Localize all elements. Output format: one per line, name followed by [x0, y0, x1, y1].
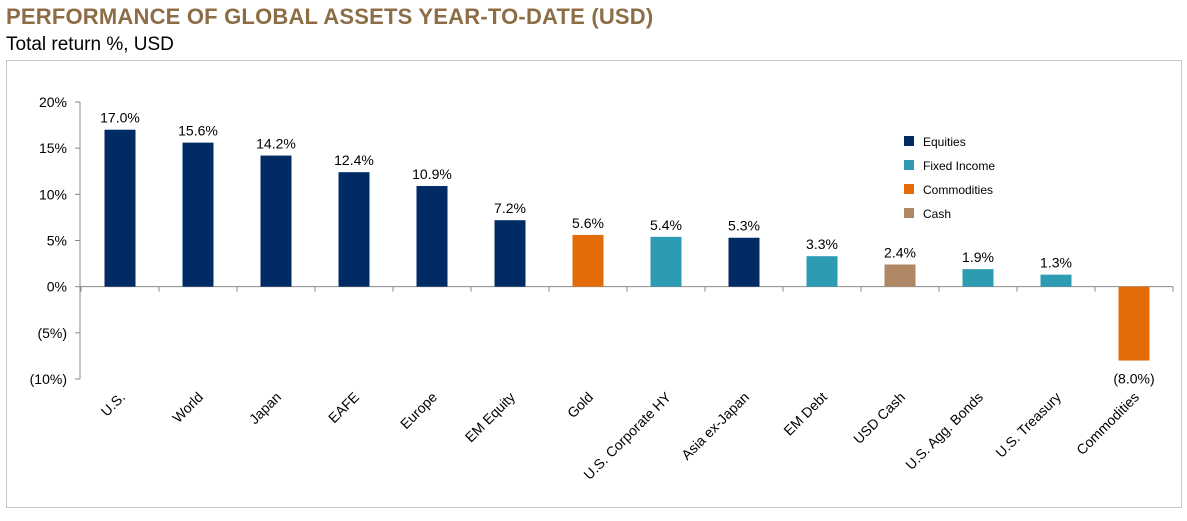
y-tick-label: 20% [39, 94, 67, 110]
category-label: U.S. [98, 389, 129, 420]
legend-label: Equities [923, 135, 966, 149]
data-label: 10.9% [412, 166, 452, 182]
legend-swatch [904, 160, 914, 170]
category-label: U.S. Corporate HY [580, 388, 674, 482]
y-tick-label: (10%) [30, 371, 67, 387]
legend-swatch [904, 136, 914, 146]
chart-subtitle: Total return %, USD [6, 34, 174, 55]
data-label: 1.9% [962, 249, 994, 265]
bar [260, 155, 292, 287]
bar [1118, 286, 1150, 361]
legend-swatch [904, 184, 914, 194]
y-tick-label: 15% [39, 140, 67, 156]
bar [104, 129, 136, 287]
legend-swatch [904, 208, 914, 218]
category-label: EM Debt [780, 389, 830, 439]
category-label: U.S. Treasury [992, 389, 1064, 461]
category-label: Japan [246, 389, 284, 427]
data-label: 5.3% [728, 218, 760, 234]
data-label: 14.2% [256, 136, 296, 152]
y-tick-label: (5%) [37, 325, 67, 341]
category-label: Asia ex-Japan [678, 389, 752, 463]
bar [806, 256, 838, 287]
data-label: 3.3% [806, 236, 838, 252]
data-label: 5.4% [650, 217, 682, 233]
y-tick-label: 5% [47, 233, 67, 249]
y-tick-label: 0% [47, 279, 67, 295]
category-label: USD Cash [850, 389, 908, 447]
legend-label: Fixed Income [923, 159, 995, 173]
category-label: Commodities [1073, 389, 1142, 458]
bar [416, 186, 448, 287]
chart-title: PERFORMANCE OF GLOBAL ASSETS YEAR-TO-DAT… [6, 4, 654, 29]
bar [338, 172, 370, 287]
bar [728, 237, 760, 287]
category-label: EM Equity [462, 389, 518, 445]
category-label: EAFE [325, 389, 362, 426]
bar [962, 269, 994, 287]
data-label: 17.0% [100, 110, 140, 126]
category-label: Gold [564, 389, 596, 421]
category-label: U.S. Agg. Bonds [902, 389, 986, 473]
chart-panel [6, 60, 1182, 508]
bar [1040, 274, 1072, 287]
data-label: 15.6% [178, 123, 218, 139]
legend-label: Commodities [923, 183, 993, 197]
bar [572, 234, 604, 287]
data-label: 5.6% [572, 215, 604, 231]
y-tick-label: 10% [39, 186, 67, 202]
bar [884, 264, 916, 287]
data-label: 7.2% [494, 200, 526, 216]
bar [494, 220, 526, 287]
data-label: 2.4% [884, 245, 916, 261]
legend-label: Cash [923, 207, 951, 221]
bar [182, 142, 214, 287]
bar [650, 236, 682, 287]
category-label: World [169, 389, 206, 426]
data-label: 12.4% [334, 152, 374, 168]
category-label: Europe [397, 389, 440, 432]
data-label: 1.3% [1040, 255, 1072, 271]
data-label: (8.0%) [1113, 371, 1154, 387]
